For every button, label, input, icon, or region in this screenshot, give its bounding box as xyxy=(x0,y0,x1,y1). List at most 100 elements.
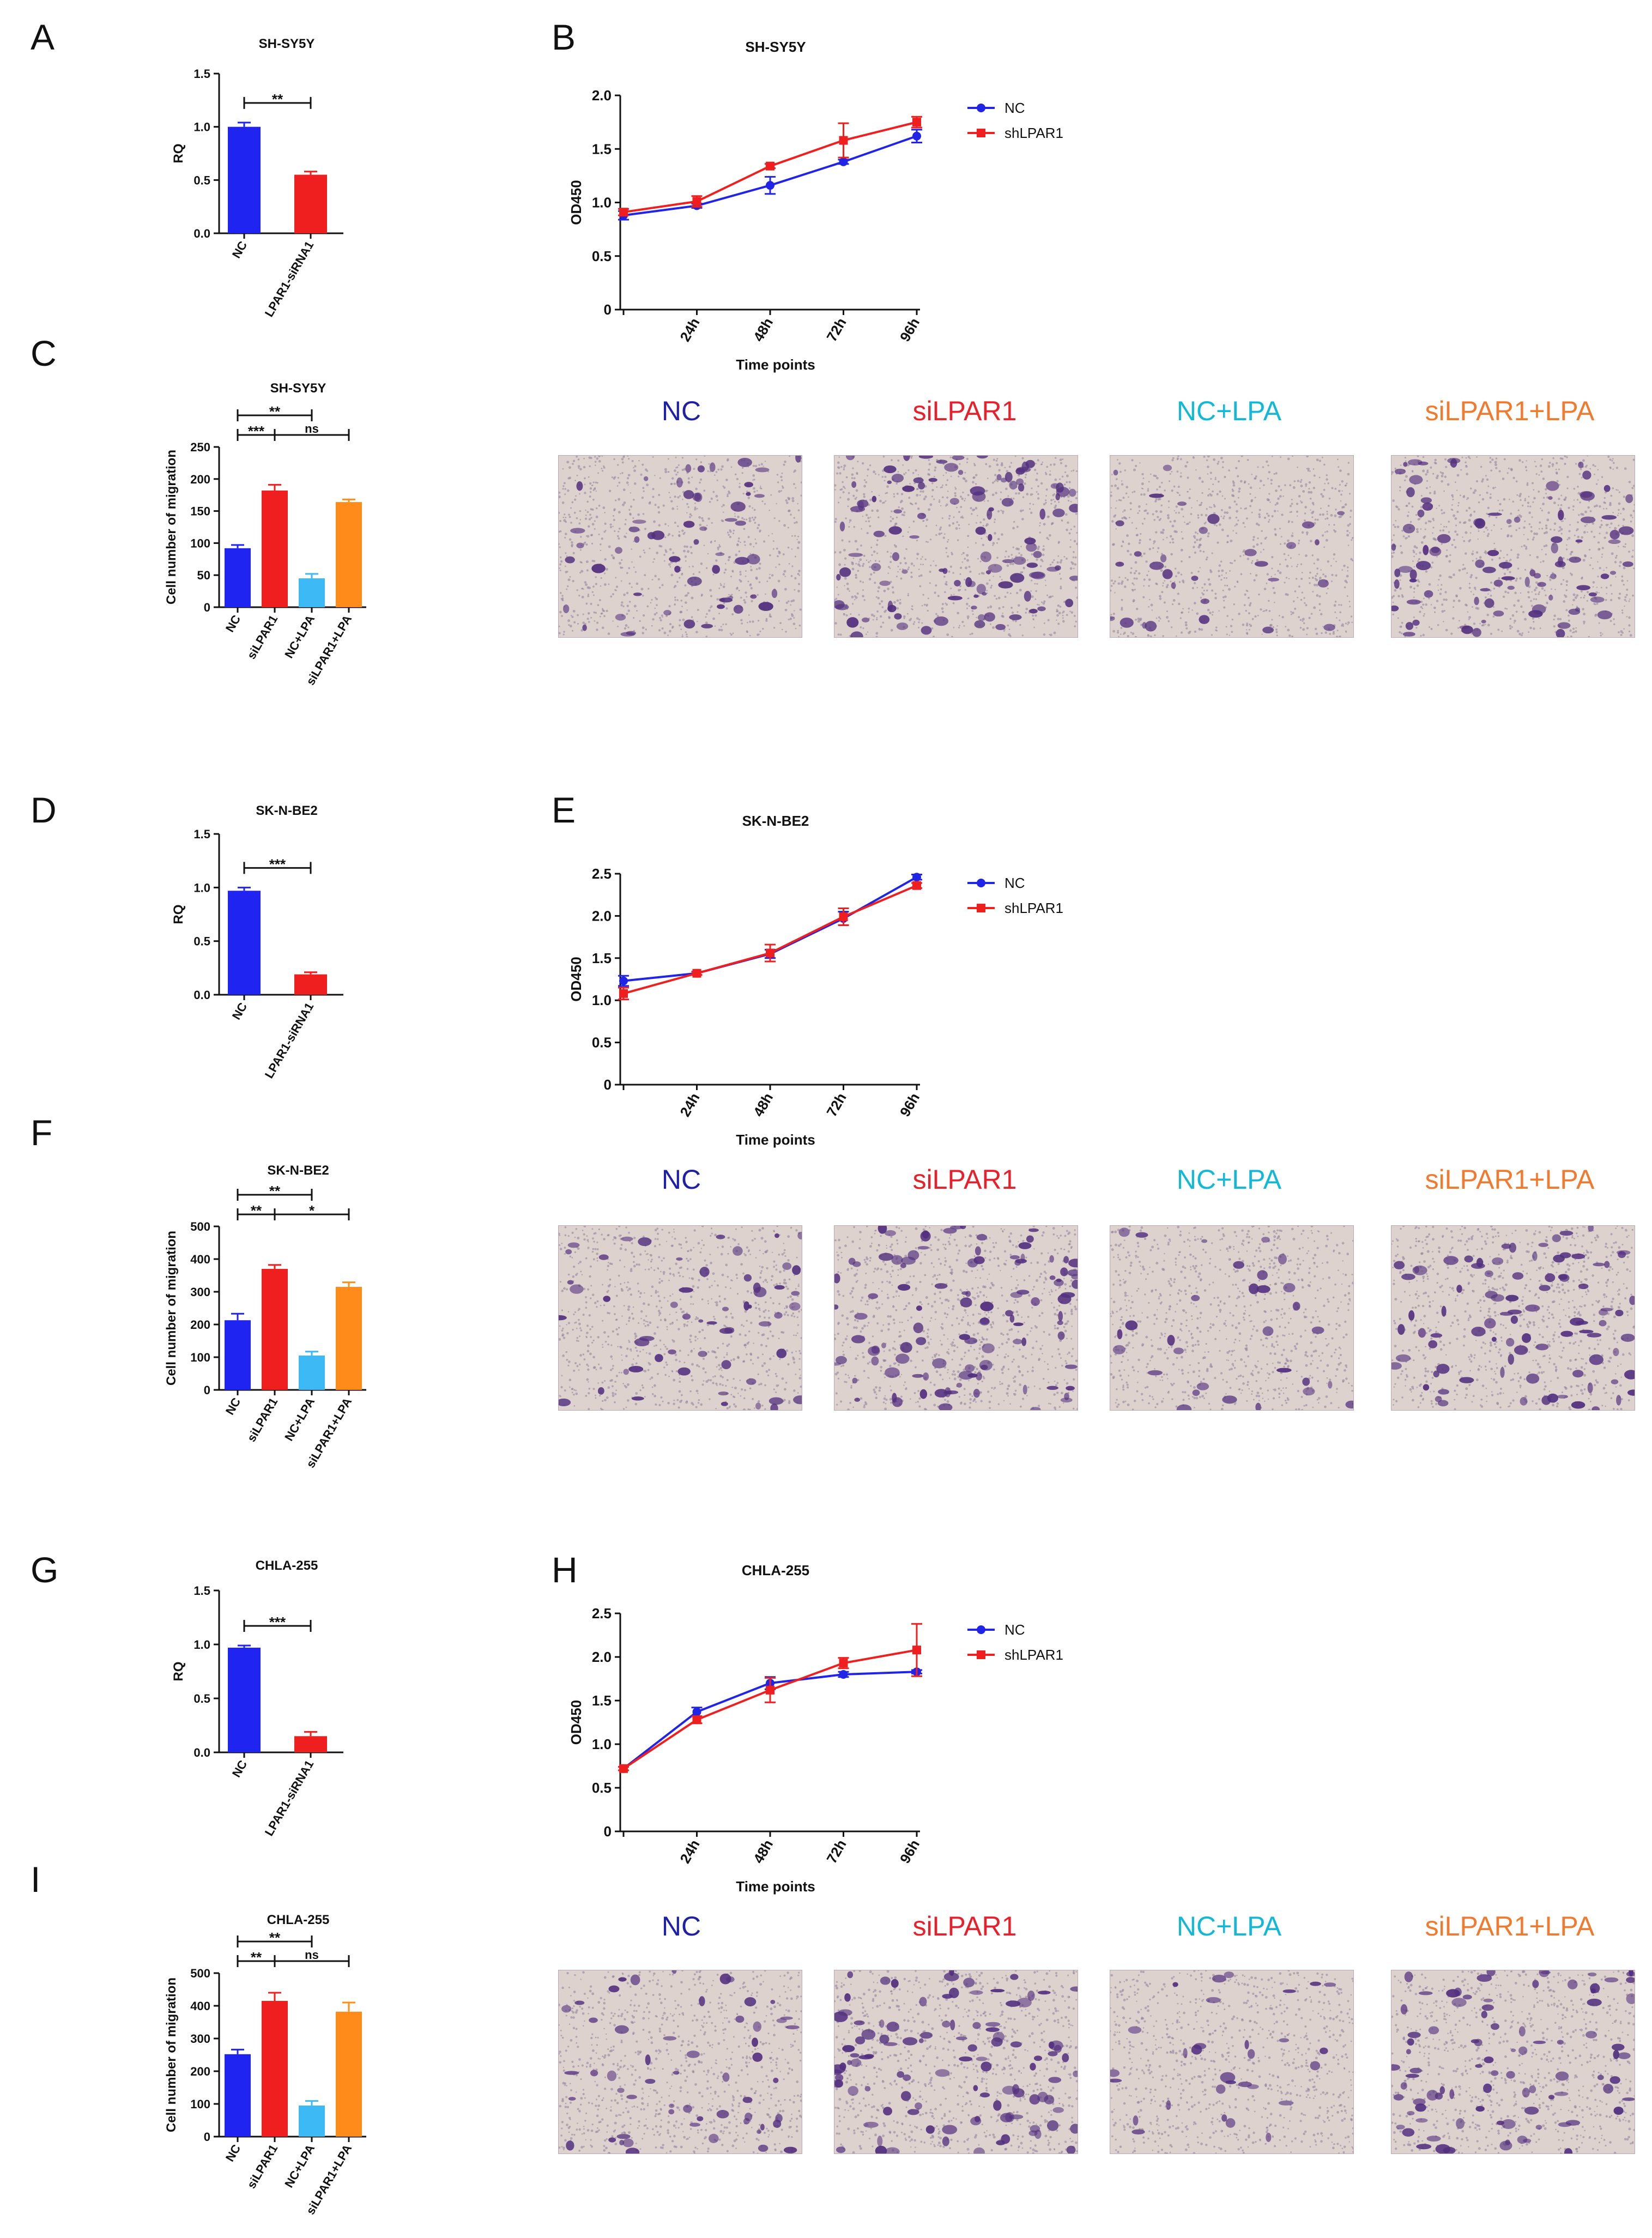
micrograph-pore xyxy=(1070,528,1072,530)
micrograph-cell xyxy=(626,631,636,636)
chart-d-ytick-label: 0.0 xyxy=(193,988,210,1002)
micrograph-pore xyxy=(735,553,738,557)
micrograph-pore xyxy=(1426,480,1428,482)
micrograph-pore xyxy=(1173,485,1176,488)
micrograph-pore xyxy=(1527,538,1529,541)
chart-f-xtick-label: NC xyxy=(223,1395,244,1417)
micrograph-pore xyxy=(559,610,562,614)
micrograph-pore xyxy=(1524,618,1527,621)
micrograph-pore xyxy=(1221,528,1224,531)
micrograph-pore xyxy=(856,548,859,551)
micrograph-pore xyxy=(973,463,975,465)
micrograph-pore xyxy=(727,493,729,495)
micrograph-pore xyxy=(1614,527,1617,530)
micrograph-cell xyxy=(758,602,773,611)
micrograph-pore xyxy=(798,1350,801,1352)
micrograph-pore xyxy=(595,1397,597,1399)
micrograph-pore xyxy=(1320,613,1323,616)
micrograph-pore xyxy=(857,570,860,572)
chart-i-bar xyxy=(336,2011,362,2137)
micrograph-pore xyxy=(886,485,889,488)
micrograph-pore xyxy=(607,1261,609,1263)
micrograph-pore xyxy=(590,616,592,619)
micrograph-cell xyxy=(845,456,855,461)
micrograph-pore xyxy=(680,1243,682,1246)
micrograph-pore xyxy=(918,575,921,577)
micrograph-pore xyxy=(616,585,619,588)
micrograph-pore xyxy=(1273,473,1275,475)
micrograph-pore xyxy=(659,477,661,479)
micrograph-pore xyxy=(679,495,681,497)
micrograph-pore xyxy=(785,499,788,502)
micrograph-pore xyxy=(1530,600,1532,602)
micrograph-pore xyxy=(698,1279,700,1281)
micrograph-pore xyxy=(893,544,896,546)
micrograph-pore xyxy=(1630,520,1632,523)
micrograph-pore xyxy=(968,605,970,607)
micrograph-pore xyxy=(902,535,904,537)
micrograph-pore xyxy=(714,1280,716,1282)
micrograph-pore xyxy=(1205,558,1208,561)
chart-i-ytick-label: 300 xyxy=(190,2032,210,2046)
micrograph-pore xyxy=(1487,624,1490,627)
micrograph-pore xyxy=(1533,589,1536,591)
micrograph-pore xyxy=(1005,550,1007,553)
micrograph-cell xyxy=(887,480,892,485)
micrograph-pore xyxy=(1424,613,1425,615)
micrograph-pore xyxy=(958,475,960,477)
micrograph-pore xyxy=(1395,519,1397,522)
micrograph-pore xyxy=(636,609,638,612)
micrograph-cell xyxy=(1268,577,1279,582)
micrograph-cell xyxy=(1068,488,1076,497)
micrograph-pore xyxy=(730,1335,733,1338)
micrograph-pore xyxy=(787,1235,790,1238)
micrograph-pore xyxy=(621,461,624,464)
micrograph-pore xyxy=(1047,619,1050,621)
micrograph-pore xyxy=(1603,501,1606,504)
micrograph-pore xyxy=(1518,459,1521,462)
micrograph-pore xyxy=(1620,634,1623,636)
micrograph-pore xyxy=(793,517,795,519)
micrograph-pore xyxy=(675,467,677,469)
micrograph-pore xyxy=(1625,600,1627,602)
micrograph-pore xyxy=(1624,605,1625,607)
micrograph-pore xyxy=(922,490,924,493)
micrograph-pore xyxy=(651,578,653,580)
micrograph-pore xyxy=(1290,613,1292,615)
micrograph-pore xyxy=(1580,590,1583,593)
micrograph-pore xyxy=(1237,475,1239,477)
chart-g-title: CHLA-255 xyxy=(256,1558,318,1573)
micrograph-pore xyxy=(1036,491,1038,493)
micrograph-pore xyxy=(1469,532,1472,534)
micrograph-pore xyxy=(843,467,845,469)
micrograph-pore xyxy=(1566,636,1569,637)
micrograph-pore xyxy=(587,1247,590,1249)
micrograph-pore xyxy=(855,489,858,492)
micrograph-pore xyxy=(975,483,977,485)
micrograph-pore xyxy=(642,487,645,489)
micrograph-pore xyxy=(1156,488,1158,491)
micrograph-pore xyxy=(1341,625,1343,627)
micrograph-pore xyxy=(1534,461,1536,463)
micrograph-pore xyxy=(621,559,623,561)
micrograph-pore xyxy=(679,1400,682,1404)
micrograph-cell xyxy=(1009,614,1022,620)
micrograph-pore xyxy=(1239,555,1242,558)
micrograph-pore xyxy=(1419,518,1421,520)
chart-i-bracket-label: ** xyxy=(269,1929,281,1946)
micrograph-pore xyxy=(1001,614,1004,618)
micrograph-pore xyxy=(1350,558,1353,561)
micrograph-pore xyxy=(713,1318,716,1320)
micrograph-pore xyxy=(1237,519,1239,522)
micrograph-pore xyxy=(1247,596,1250,599)
micrograph-pore xyxy=(1021,518,1024,521)
micrograph-pore xyxy=(790,604,792,606)
micrograph-pore xyxy=(1297,596,1299,598)
micrograph-pore xyxy=(1066,481,1068,483)
micrograph-pore xyxy=(1349,606,1351,608)
micrograph-pore xyxy=(1595,504,1598,507)
micrograph-pore xyxy=(1254,477,1256,480)
micrograph-pore xyxy=(1572,627,1575,630)
chart-e-point xyxy=(839,912,848,921)
micrograph-pore xyxy=(945,602,947,604)
